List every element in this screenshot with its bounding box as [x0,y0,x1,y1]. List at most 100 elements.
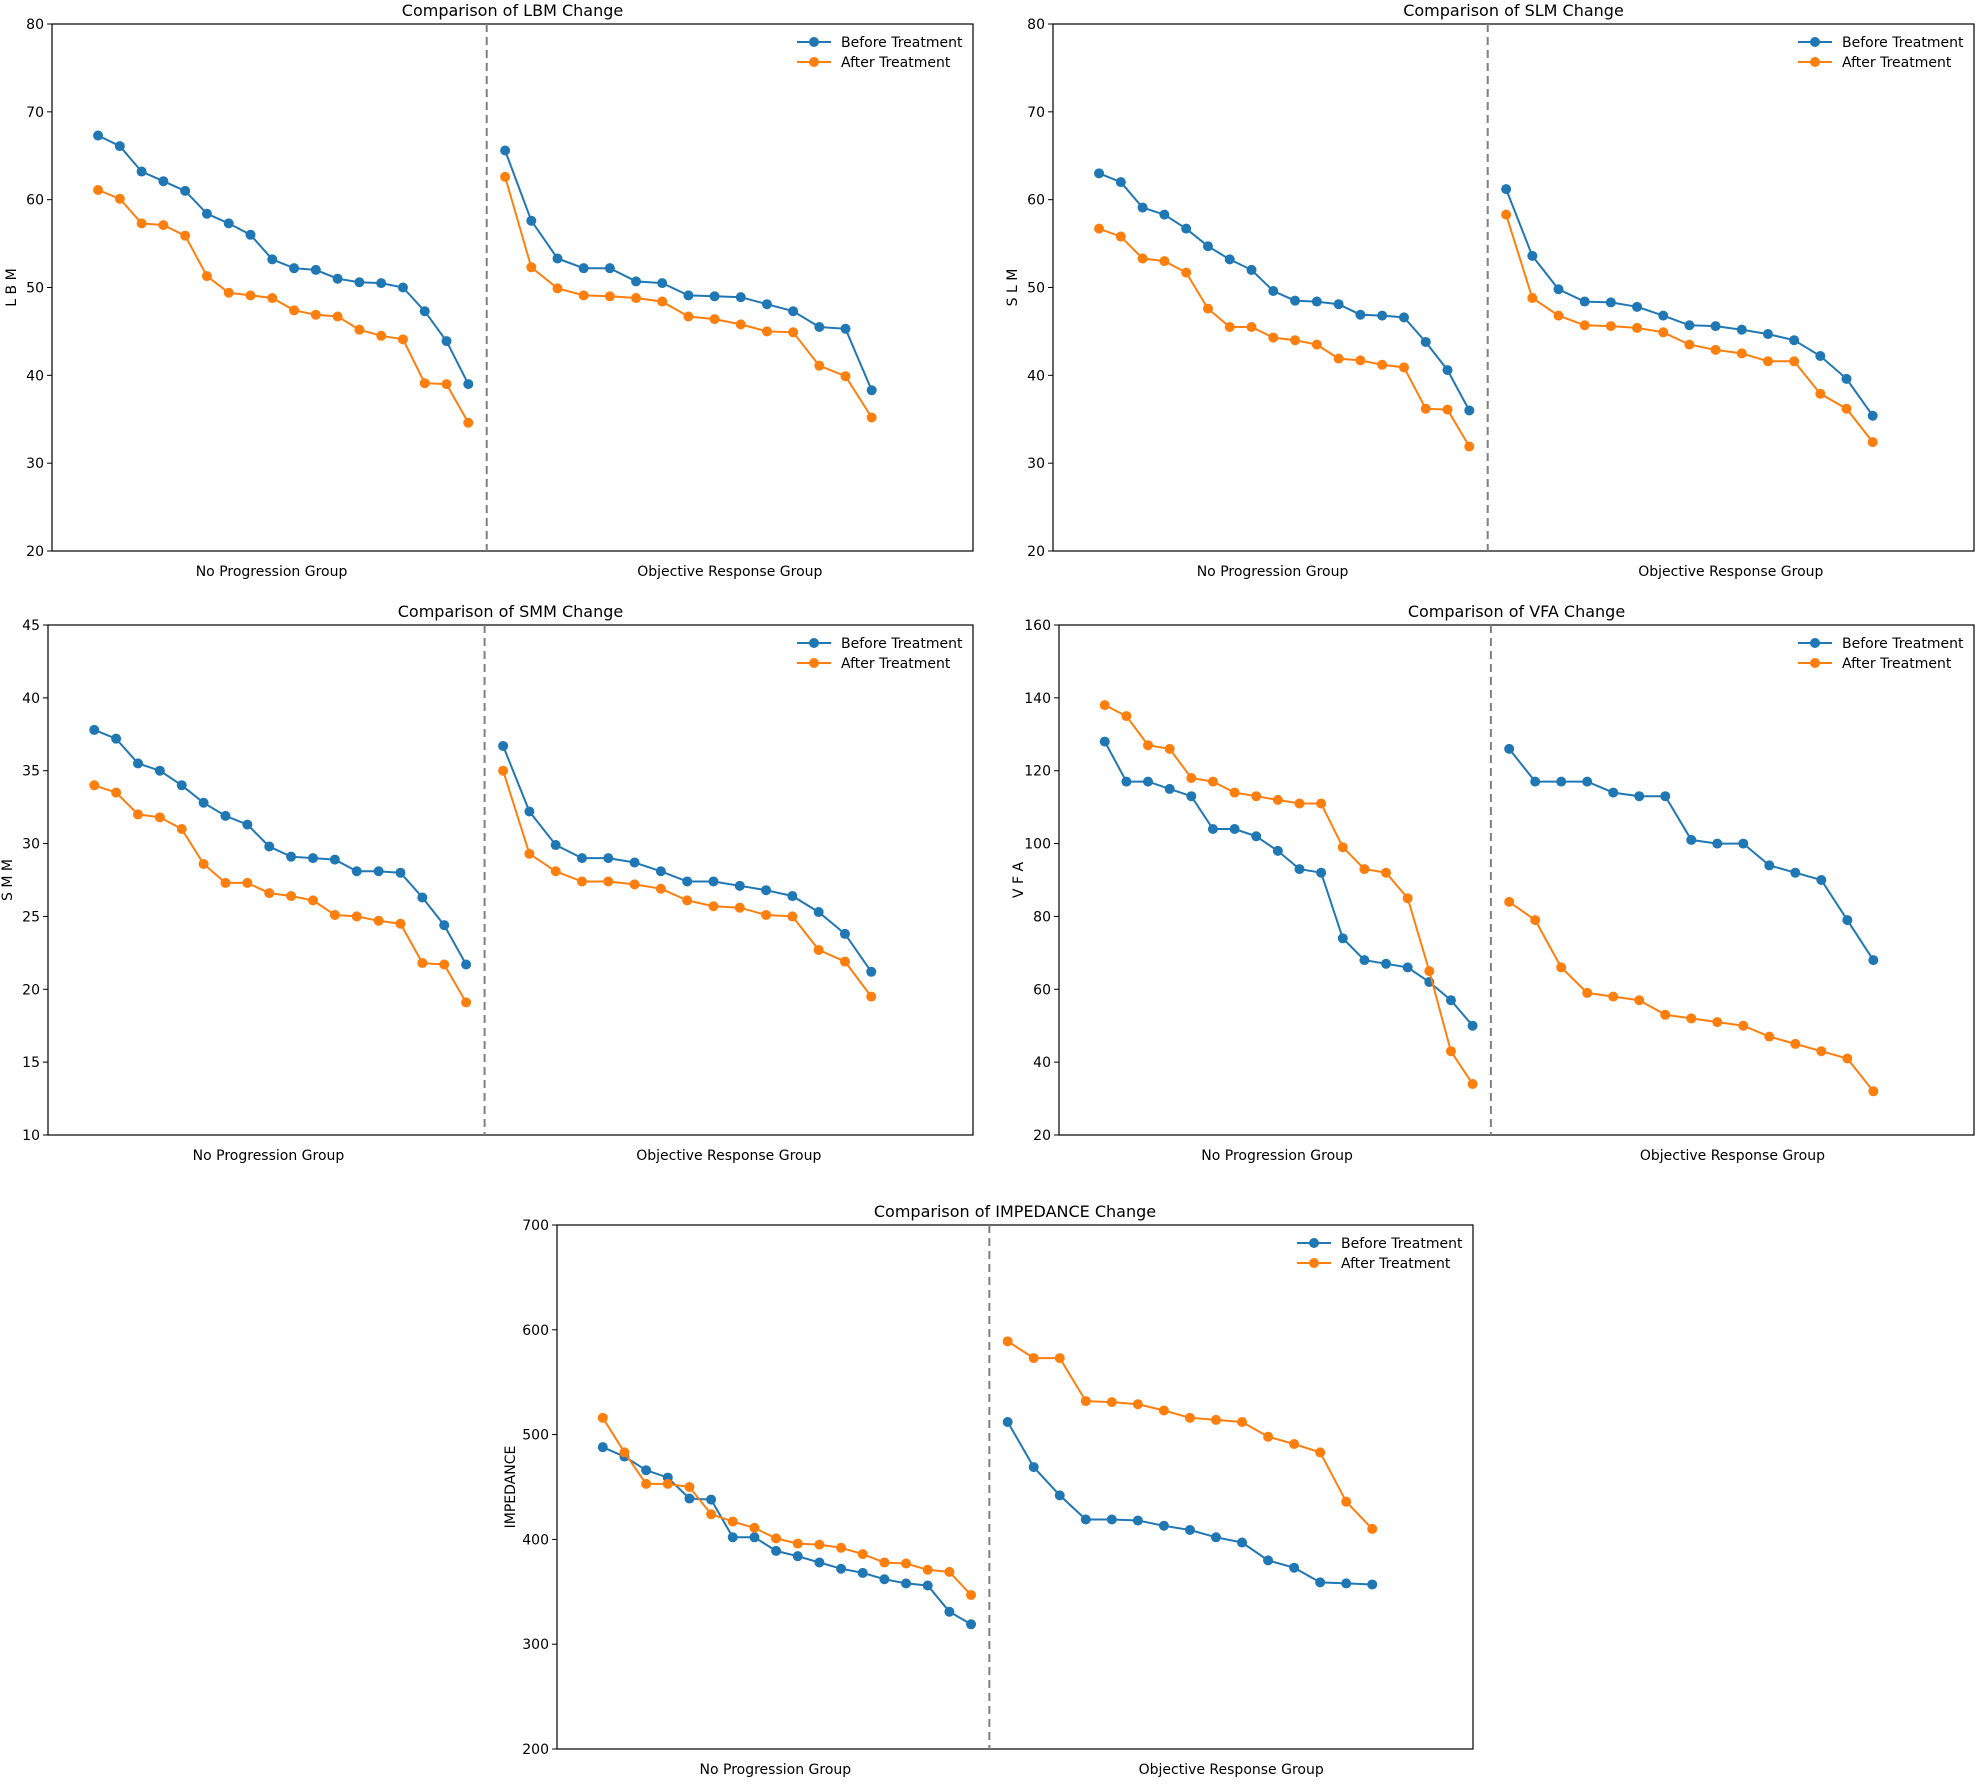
data-point-before [1467,1020,1478,1031]
data-point-after [1445,1046,1456,1057]
data-point-after [1207,776,1218,787]
data-point-after [1143,740,1154,751]
series-line-after-group2 [1007,1340,1373,1530]
data-point-before [1402,962,1413,973]
data-point-before [1582,776,1593,787]
data-point-after [498,765,509,776]
data-point-before [1736,324,1747,335]
data-point-before [1315,1577,1326,1588]
data-point-before [1210,1532,1221,1543]
data-point-before [1132,1515,1143,1526]
chart-title: Comparison of SLM Change [1403,1,1624,20]
data-point-before [706,1494,717,1505]
data-point-after [1094,223,1105,234]
data-point-after [1842,1053,1853,1064]
data-point-before [1660,791,1671,802]
legend-marker [1309,1238,1319,1248]
data-point-after [397,334,408,345]
data-point-before [376,278,387,289]
data-point-before [578,263,589,274]
series-line-after-group1 [1104,704,1474,1085]
data-point-before [684,1493,695,1504]
data-point-after [310,309,321,320]
data-point-before [1738,838,1749,849]
data-point-after [351,911,362,922]
data-point-after [1337,842,1348,853]
data-point-after [922,1564,933,1575]
data-point-after [1530,915,1541,926]
series-line-before-group2 [1505,188,1874,417]
data-point-before [1634,791,1645,802]
data-point-before [966,1619,977,1630]
data-point-after [1582,987,1593,998]
data-point-after [1420,403,1431,414]
data-point-before [1341,1578,1352,1589]
data-point-after [463,417,474,428]
plot-frame [51,23,974,552]
data-point-after [376,330,387,341]
data-point-after [787,911,798,922]
data-point-before [1381,958,1392,969]
data-point-after [836,1542,847,1553]
y-tick-label: 10 [22,1128,40,1144]
data-point-after [158,220,169,231]
data-point-before [307,853,318,864]
data-point-before [439,920,450,931]
data-point-before [1527,250,1538,261]
data-point-after [1684,339,1695,350]
data-point-before [1553,284,1564,295]
data-point-after [1333,353,1344,364]
data-point-before [1099,736,1110,747]
data-point-after [857,1549,868,1560]
data-point-before [550,840,561,851]
legend-marker [809,658,819,668]
data-point-after [524,848,535,859]
data-point-before [89,724,100,735]
y-tick-label: 20 [26,544,44,560]
data-point-after [1556,962,1567,973]
y-tick-label: 600 [522,1323,549,1339]
series-line-before-group2 [502,745,873,973]
data-point-after [1736,348,1747,359]
data-point-before [419,306,430,317]
data-point-after [597,1412,608,1423]
legend-marker [809,37,819,47]
data-point-after [201,271,212,282]
data-point-before [597,1442,608,1453]
data-point-before [242,819,253,830]
data-point-after [771,1533,782,1544]
data-point-after [749,1522,760,1533]
data-point-before [201,208,212,219]
group-label: Objective Response Group [1640,1148,1825,1164]
data-point-after [1246,322,1257,333]
legend-marker [1810,658,1820,668]
chart-title: Comparison of IMPEDANCE Change [874,1202,1156,1221]
data-point-before [1054,1490,1065,1501]
data-point-after [461,997,472,1008]
data-point-after [619,1447,630,1458]
data-point-before [603,853,614,864]
data-point-before [866,385,877,396]
data-point-before [1842,915,1853,926]
data-point-before [1868,955,1879,966]
data-point-after [1553,310,1564,321]
data-point-before [901,1578,912,1589]
data-point-after [1028,1353,1039,1364]
data-point-before [1445,995,1456,1006]
y-axis-label: S M M [0,859,16,901]
data-point-after [223,287,234,298]
data-point-before [245,229,256,240]
data-point-after [1464,441,1475,452]
data-point-after [1868,1086,1879,1097]
data-point-before [180,185,191,196]
data-point-before [286,851,297,862]
data-point-after [788,327,799,338]
y-tick-label: 80 [26,17,44,33]
group-label: Objective Response Group [1139,1762,1324,1778]
data-point-before [524,806,535,817]
series-line-after-group1 [93,784,467,1003]
chart-panel-4: Comparison of VFA Change 20 40 60 80 100 120 14… [1011,602,1975,1164]
data-point-after [1115,231,1126,242]
data-point-after [1424,966,1435,977]
